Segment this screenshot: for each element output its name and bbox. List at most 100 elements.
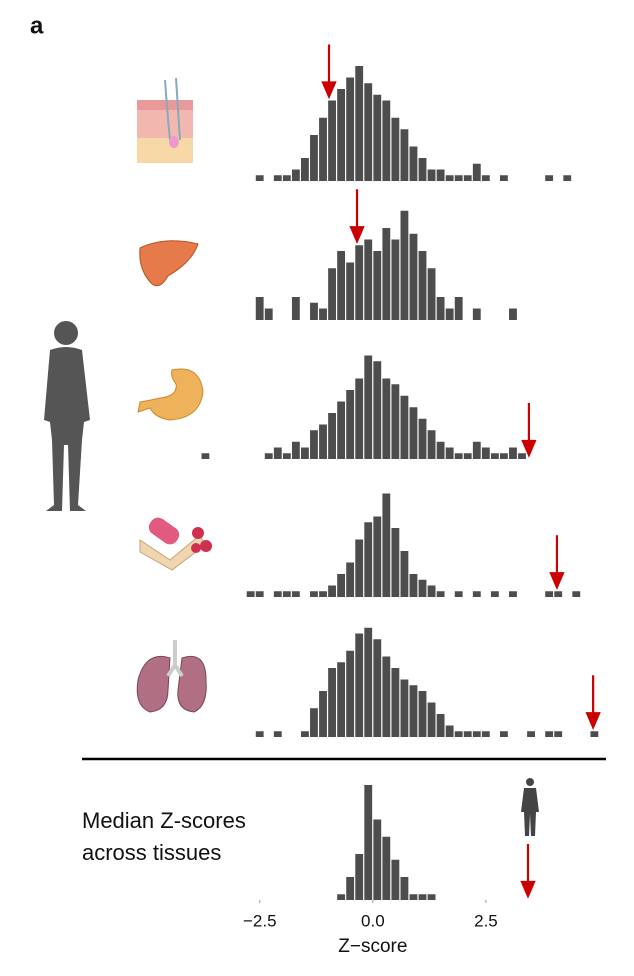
histogram-bar [364,627,373,737]
histogram-bar [264,308,273,320]
histogram-bar [328,100,336,181]
x-tick-label: 2.5 [474,911,498,930]
histogram-bar [463,175,472,181]
histogram-bar [382,378,391,459]
histogram-bar [418,691,427,737]
histogram-bar [427,585,436,597]
histogram-bar [246,591,255,597]
histogram-bar [427,702,436,737]
histogram-bar [382,228,391,320]
histogram-bar [454,731,463,737]
histogram-bar [391,668,400,737]
histogram-bar [418,579,427,597]
histogram-bar [391,859,400,900]
histogram-bar [373,94,382,181]
liver-icon [139,240,199,287]
histogram-bar [255,175,264,181]
histogram-bar [328,268,336,320]
histogram-bar [445,175,454,181]
chart-label: Median Z-scores [82,808,246,833]
histogram-bar [355,854,364,900]
x-tick-label: 0.0 [361,911,385,930]
histogram-bar [500,453,508,459]
histogram-bar [382,656,391,737]
marker-arrow [585,675,601,731]
histogram-bar [346,877,355,900]
x-axis-label: Z−score [338,936,407,957]
histogram-bar [454,297,463,320]
histogram-bar [436,297,445,320]
histogram-bar [364,239,373,320]
histogram-bar [319,424,327,459]
histogram-bar [409,685,418,737]
histogram-bar [355,245,364,320]
histogram-bar [545,591,554,597]
histogram-bar [373,639,382,737]
histogram-bar [282,175,291,181]
histogram-bar [436,169,445,181]
histogram-bar [472,441,481,459]
histogram-bar [337,574,346,597]
histogram-bar [472,591,481,597]
histogram-bar [337,894,346,900]
skin-icon [137,77,193,163]
histogram-bar [282,453,291,459]
histogram-bar [509,447,517,459]
histogram-bar [328,413,336,459]
person-icon [44,321,90,511]
histogram-bar [400,551,409,597]
histogram-bar [310,708,318,737]
histogram-bar [391,117,400,181]
histogram-bar [463,731,472,737]
histogram-bar [409,233,418,320]
histogram-bar [400,395,409,459]
marker-arrow [321,44,337,100]
histogram-bar [472,308,481,320]
histogram-bar [337,251,346,320]
panel-label: a [30,12,44,39]
histogram-bar [418,894,427,900]
stomach-icon [137,368,204,421]
histogram-bar [382,836,391,900]
histogram-bar [509,308,517,320]
histogram-bar [481,447,490,459]
histogram-bar [337,662,346,737]
histogram-bar [472,731,481,737]
blood-cells-icon [139,517,212,571]
histogram-bar [310,430,318,459]
histogram-bar [400,877,409,900]
histogram-bar [436,714,445,737]
histogram-bar [337,401,346,459]
histogram-bar [319,117,327,181]
histogram-bar [436,441,445,459]
histogram-bar [427,169,436,181]
histogram-bar [255,591,264,597]
histogram-bar [273,591,282,597]
histogram-bar [328,585,336,597]
histogram-bar [346,650,355,737]
histogram-bar [319,308,327,320]
histogram-bar [500,731,508,737]
person-small-icon [521,778,539,836]
histogram-bar [500,175,508,181]
histogram-bar [391,528,400,597]
histogram-bar [346,262,355,320]
histogram-bar [427,430,436,459]
histogram-bar [301,158,309,181]
histogram-bar [355,633,364,737]
histogram-bar [201,453,210,459]
histogram-bar [355,378,364,459]
histogram-bar [346,77,355,181]
histogram-bar [328,668,336,737]
histogram-bar [490,591,499,597]
histogram-bar [301,447,309,459]
histogram-bar [409,894,418,900]
histogram-bar [346,390,355,459]
histogram-bar [409,407,418,459]
histogram-bar [291,169,300,181]
histogram-bar [481,731,490,737]
histogram-bar [364,522,373,597]
histogram-bar [382,100,391,181]
histogram-bar [427,268,436,320]
histogram-bar [463,453,472,459]
